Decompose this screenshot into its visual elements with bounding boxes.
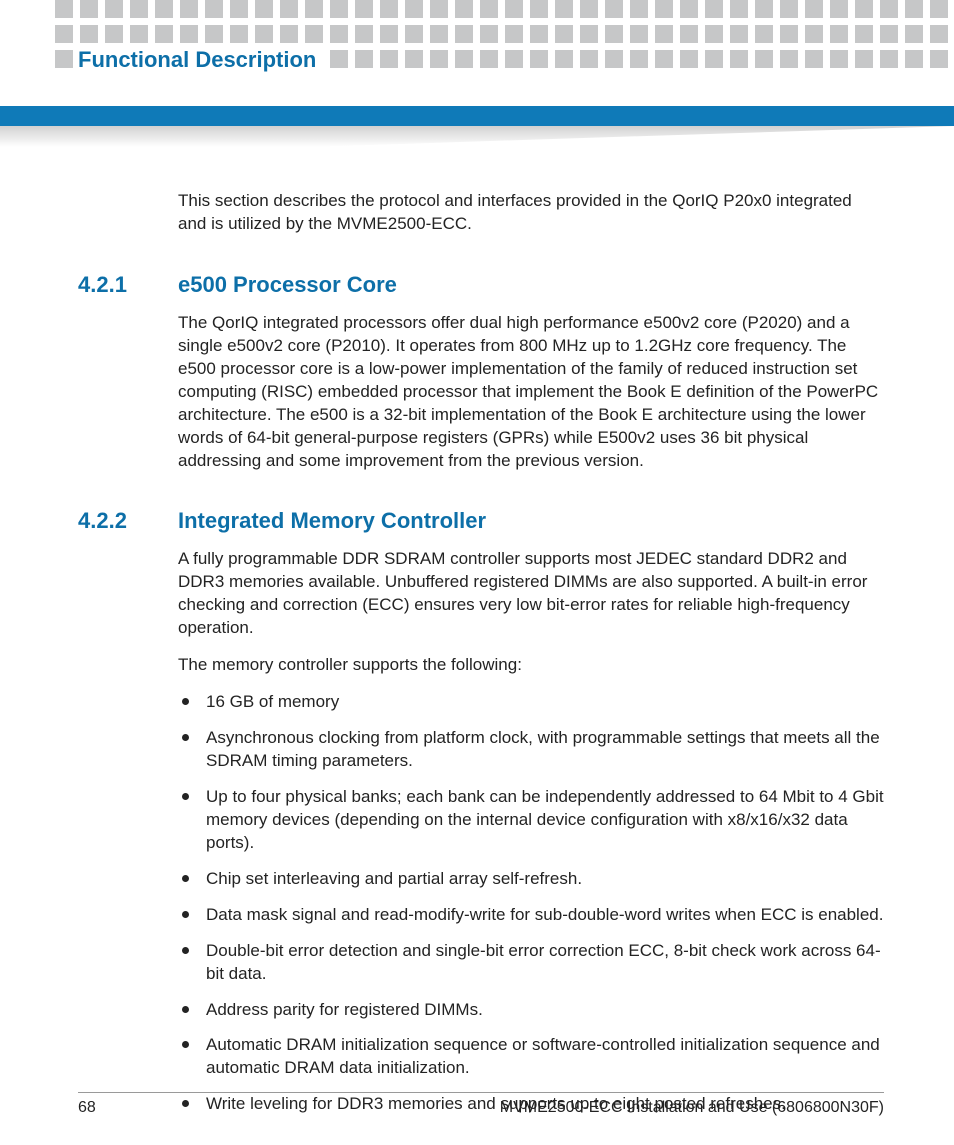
- paragraph: A fully programmable DDR SDRAM controlle…: [178, 548, 884, 640]
- header-bar: [0, 106, 954, 126]
- list-item: Asynchronous clocking from platform cloc…: [178, 727, 884, 773]
- list-item: Double-bit error detection and single-bi…: [178, 940, 884, 986]
- intro-paragraph: This section describes the protocol and …: [178, 190, 884, 236]
- list-item: Up to four physical banks; each bank can…: [178, 786, 884, 855]
- content-area: This section describes the protocol and …: [0, 160, 954, 1116]
- header-shadow: [0, 126, 954, 156]
- page: Functional Description This section desc…: [0, 0, 954, 1145]
- section-number: 4.2.1: [78, 272, 178, 298]
- section: 4.2.2Integrated Memory Controller A fully…: [78, 508, 884, 1116]
- doc-title: MVME2500-ECC Installation and Use (68068…: [500, 1099, 884, 1117]
- paragraph: The memory controller supports the follo…: [178, 654, 884, 677]
- intro-block: This section describes the protocol and …: [178, 190, 884, 236]
- bullet-list: 16 GB of memory Asynchronous clocking fro…: [178, 691, 884, 1116]
- list-item: Address parity for registered DIMMs.: [178, 999, 884, 1022]
- section-heading: 4.2.2Integrated Memory Controller: [78, 508, 884, 534]
- list-item: Chip set interleaving and partial array …: [178, 868, 884, 891]
- page-header: Functional Description: [0, 0, 954, 160]
- page-number: 68: [78, 1099, 96, 1117]
- section-body: A fully programmable DDR SDRAM controlle…: [178, 548, 884, 1116]
- list-item: 16 GB of memory: [178, 691, 884, 714]
- section: 4.2.1e500 Processor Core The QorIQ integr…: [78, 272, 884, 473]
- list-item: Data mask signal and read-modify-write f…: [178, 904, 884, 927]
- chapter-title: Functional Description: [78, 47, 330, 73]
- section-title: Integrated Memory Controller: [178, 508, 486, 534]
- section-title: e500 Processor Core: [178, 272, 397, 298]
- section-heading: 4.2.1e500 Processor Core: [78, 272, 884, 298]
- paragraph: The QorIQ integrated processors offer du…: [178, 312, 884, 473]
- list-item: Automatic DRAM initialization sequence o…: [178, 1034, 884, 1080]
- page-footer: 68 MVME2500-ECC Installation and Use (68…: [78, 1092, 884, 1117]
- section-number: 4.2.2: [78, 508, 178, 534]
- section-body: The QorIQ integrated processors offer du…: [178, 312, 884, 473]
